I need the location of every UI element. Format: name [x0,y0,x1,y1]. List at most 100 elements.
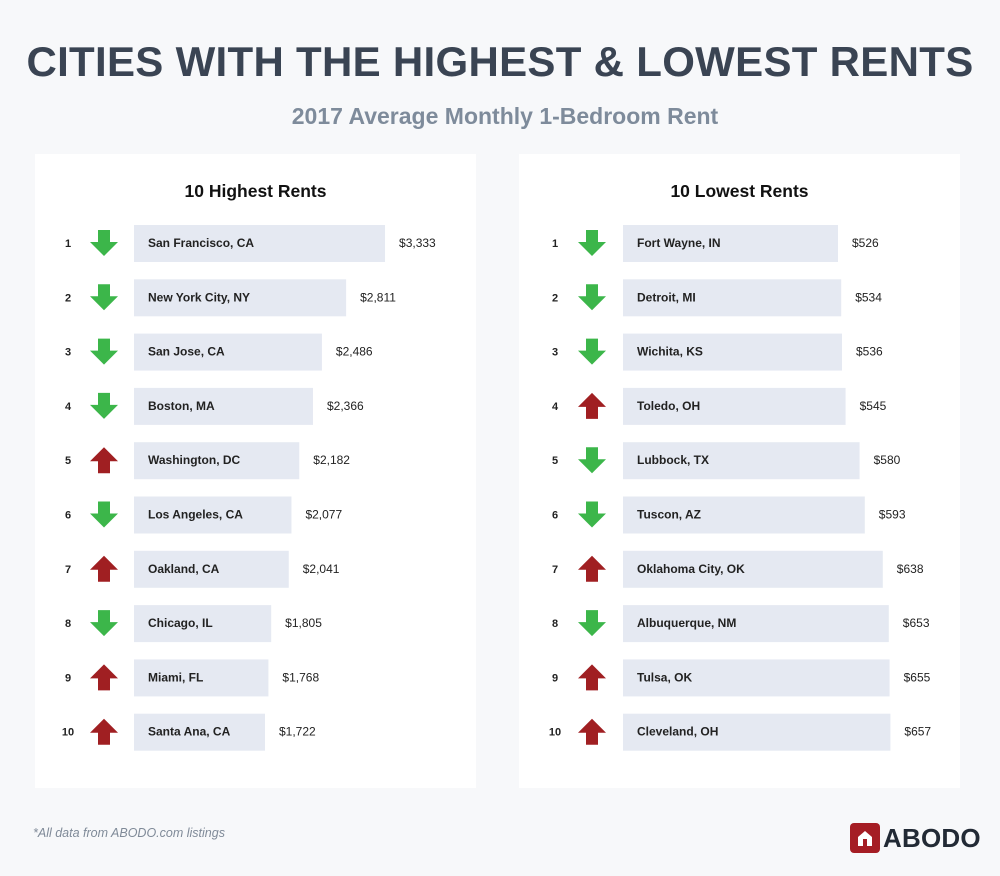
arrow-down-icon [578,447,606,474]
rank-label: 3 [552,347,558,359]
arrow-down-icon [90,230,118,256]
rank-label: 10 [549,727,561,739]
value-label: $593 [879,508,906,522]
city-label: Los Angeles, CA [148,508,243,522]
bar [623,442,860,480]
bar [134,659,269,697]
city-label: Miami, FL [148,670,203,684]
city-label: Chicago, IL [148,616,213,630]
rank-label: 6 [552,510,558,522]
rank-label: 9 [552,672,558,684]
data-source-footnote: *All data from ABODO.com listings [33,826,225,840]
city-label: Toledo, OH [637,399,700,413]
rank-label: 4 [65,401,72,413]
city-label: Santa Ana, CA [148,725,231,739]
arrow-up-icon [90,447,118,474]
bar [134,496,292,534]
bar [134,605,272,643]
value-label: $2,486 [336,345,373,359]
bar [623,550,883,588]
bar [623,496,865,534]
value-label: $2,041 [303,562,340,576]
page-subtitle: 2017 Average Monthly 1-Bedroom Rent [291,103,719,129]
rank-label: 1 [65,238,71,250]
arrow-up-icon [578,718,606,745]
arrow-down-icon [578,610,606,637]
arrow-up-icon [90,718,118,745]
bar [623,225,838,262]
value-label: $653 [903,616,930,630]
rank-label: 7 [65,564,71,576]
rank-label: 1 [552,238,558,250]
bar [134,279,347,317]
arrow-down-icon [578,338,606,365]
arrow-up-icon [90,664,118,691]
value-label: $526 [852,236,879,250]
bar [134,713,265,751]
rank-label: 5 [65,455,71,467]
bar [623,387,846,425]
arrow-up-icon [90,555,118,582]
arrow-up-icon [578,664,606,691]
city-label: Wichita, KS [637,345,703,359]
bar [623,713,891,751]
bar [134,550,289,588]
value-label: $1,805 [285,616,322,630]
arrow-down-icon [90,284,118,311]
arrow-down-icon [90,338,118,365]
arrow-down-icon [90,610,118,637]
city-label: Fort Wayne, IN [637,236,721,250]
city-label: New York City, NY [148,290,250,304]
rank-label: 8 [552,618,558,630]
city-label: Washington, DC [148,453,241,467]
city-label: San Jose, CA [148,345,225,359]
arrow-down-icon [90,501,118,528]
value-label: $580 [874,453,901,467]
value-label: $2,077 [305,508,342,522]
rank-label: 8 [65,618,71,630]
highest-rents-title: 10 Highest Rents [184,181,327,201]
rank-label: 3 [65,347,71,359]
value-label: $638 [897,562,924,576]
bar [134,333,322,371]
bar [623,333,842,371]
value-label: $2,366 [327,399,364,413]
logo-text: ABODO [883,822,981,853]
city-label: Boston, MA [148,399,215,413]
rank-label: 2 [65,292,71,304]
arrow-down-icon [578,230,606,256]
city-label: Detroit, MI [637,290,696,304]
value-label: $657 [904,725,931,739]
city-label: San Francisco, CA [148,236,254,250]
city-label: Lubbock, TX [637,453,709,467]
page-title: CITIES WITH THE HIGHEST & LOWEST RENTS [26,38,974,85]
rank-label: 7 [552,564,558,576]
rank-label: 5 [552,455,558,467]
rank-label: 9 [65,672,71,684]
city-label: Oakland, CA [148,562,220,576]
value-label: $534 [855,290,882,304]
rank-label: 6 [65,510,71,522]
value-label: $2,182 [313,453,350,467]
value-label: $545 [860,399,887,413]
arrow-up-icon [578,555,606,582]
bar [134,387,313,425]
bar [623,605,889,643]
arrow-down-icon [90,392,118,419]
city-label: Albuquerque, NM [637,616,736,630]
bar [623,279,842,317]
abodo-logo: ABODO [850,823,981,853]
city-label: Tuscon, AZ [637,508,701,522]
bar [134,225,386,262]
rank-label: 4 [552,401,559,413]
city-label: Cleveland, OH [637,725,718,739]
rank-label: 10 [62,727,74,739]
value-label: $1,768 [282,670,319,684]
arrow-down-icon [578,284,606,311]
arrow-up-icon [578,392,606,419]
value-label: $1,722 [279,725,316,739]
value-label: $655 [904,670,931,684]
value-label: $3,333 [399,236,436,250]
rank-label: 2 [552,292,558,304]
